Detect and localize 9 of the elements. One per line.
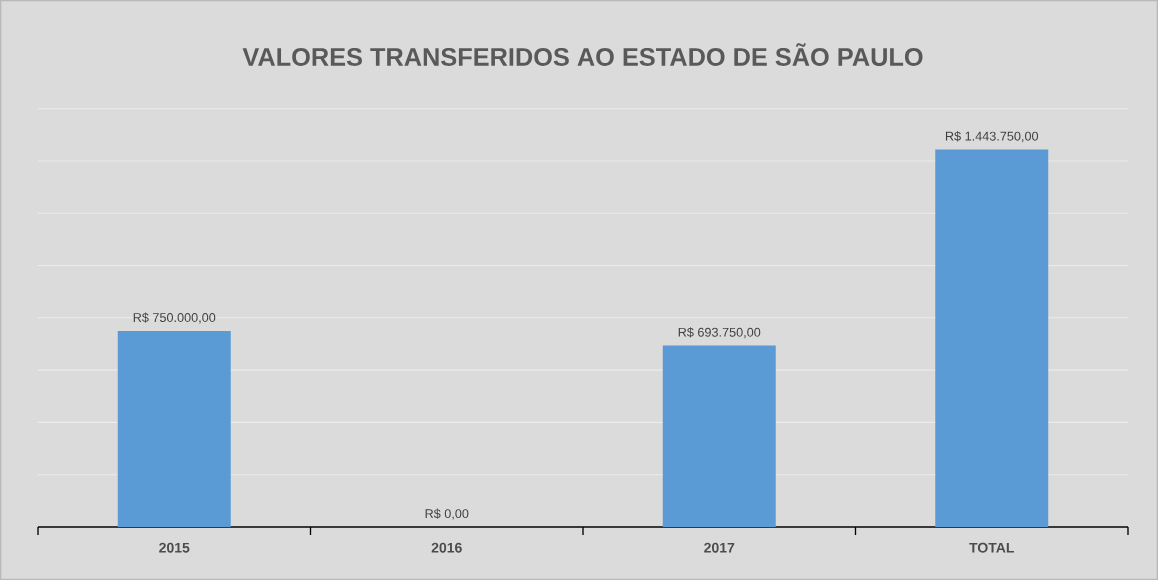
data-label: R$ 693.750,00: [678, 327, 761, 339]
data-label: R$ 0,00: [425, 508, 469, 520]
x-tick-label: TOTAL: [969, 542, 1014, 553]
data-label: R$ 1.443.750,00: [945, 131, 1039, 143]
data-label: R$ 750.000,00: [133, 312, 216, 324]
x-tick-label: 2017: [704, 542, 735, 553]
x-tick-label: 2015: [159, 542, 190, 553]
chart-title: VALORES TRANSFERIDOS AO ESTADO DE SÃO PAULO: [242, 43, 923, 66]
x-tick-label: 2016: [431, 542, 462, 553]
